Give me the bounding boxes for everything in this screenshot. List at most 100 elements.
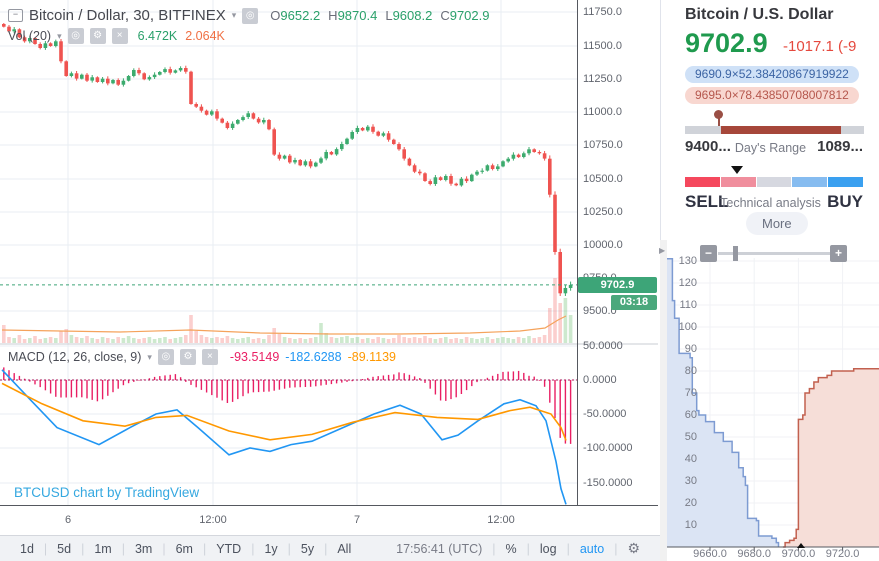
range-button-5d[interactable]: 5d — [57, 541, 72, 556]
toolbar-separator: | — [202, 541, 207, 556]
macd-legend: MACD (12, 26, close, 9) ▾ ◎ ⚙ × -93.5149… — [8, 349, 396, 365]
depth-asks-area — [782, 368, 879, 547]
close-icon[interactable]: × — [201, 349, 218, 365]
volume-legend-title[interactable]: Vol (20) — [8, 29, 52, 43]
volume-ma-line — [1, 315, 567, 335]
toolbar-separator: | — [251, 541, 255, 556]
range-label: Day's Range — [734, 141, 807, 155]
price-tick-label: 10750.0 — [583, 139, 623, 151]
zoom-slider-track[interactable] — [718, 252, 830, 255]
time-tick-label: 12:00 — [487, 514, 515, 526]
ta-bar-segment — [792, 177, 828, 187]
price-tick-label: 11000.0 — [583, 106, 622, 118]
depth-y-tick-label: 100 — [678, 321, 697, 333]
close-icon[interactable]: × — [111, 28, 128, 44]
range-button-3m[interactable]: 3m — [134, 541, 153, 556]
macd-signal-value: -89.1139 — [347, 350, 397, 364]
tradingview-watermark[interactable]: BTCUSD chart by TradingView — [14, 485, 200, 500]
zoom-slider-handle[interactable] — [733, 246, 738, 261]
range-button-1y[interactable]: 1y — [264, 541, 278, 556]
zoom-out-button[interactable]: − — [700, 245, 717, 262]
eye-icon[interactable]: ◎ — [242, 7, 259, 24]
gear-icon[interactable]: ⚙ — [89, 28, 106, 44]
chart-layout-icon[interactable]: − — [8, 9, 23, 22]
chevron-down-icon[interactable]: ▾ — [231, 10, 237, 20]
depth-y-tick-label: 110 — [679, 299, 697, 311]
time-tick-label: 6 — [64, 514, 72, 526]
gear-icon[interactable]: ⚙ — [179, 349, 196, 365]
settings-gear-icon[interactable]: ⚙ — [627, 540, 640, 556]
range-button-5y[interactable]: 5y — [300, 541, 315, 556]
range-bar-segment — [685, 126, 721, 134]
depth-bids-area — [667, 258, 779, 547]
technical-analysis-bar — [685, 177, 864, 187]
days-range-bar — [685, 126, 864, 134]
depth-y-tick-label: 50 — [684, 431, 697, 443]
more-button[interactable]: More — [746, 212, 808, 235]
range-low: 9400... — [685, 138, 731, 155]
toolbar-clock: 17:56:41 (UTC) — [396, 541, 483, 556]
toolbar-separator: | — [492, 541, 496, 556]
range-button-ytd[interactable]: YTD — [216, 541, 242, 556]
range-button-all[interactable]: All — [337, 541, 352, 556]
range-button-6m[interactable]: 6m — [175, 541, 193, 556]
toolbar-separator: | — [566, 541, 570, 556]
price-chart[interactable] — [0, 0, 658, 345]
price-grid — [0, 0, 577, 345]
ta-bar-segment — [720, 177, 756, 187]
auto-scale-button[interactable]: auto — [579, 541, 605, 556]
range-button-1d[interactable]: 1d — [20, 541, 34, 556]
range-bar-segment — [840, 126, 864, 134]
current-price-tag: 9702.9 — [578, 277, 657, 293]
collapse-arrow-icon[interactable]: ▶ — [659, 246, 666, 255]
depth-y-tick-label: 40 — [684, 453, 697, 465]
price-tick-label: 11500.0 — [583, 40, 622, 52]
time-axis[interactable] — [0, 505, 658, 536]
chevron-down-icon[interactable]: ▾ — [147, 351, 152, 362]
macd-chart[interactable] — [0, 345, 658, 505]
toolbar-separator: | — [614, 541, 618, 556]
bottom-toolbar: 1d | 5d | 1m | 3m | 6m | YTD | 1y | 5y | All 17:56:41 (UT… — [0, 535, 660, 561]
buy-label: BUY — [827, 192, 863, 211]
depth-x-tick-label: 9700.0 — [781, 548, 816, 560]
macd-line-value: -182.6288 — [285, 350, 342, 364]
macd-tick-label: -150.0000 — [583, 477, 633, 489]
price-tick-label: 11250.0 — [583, 73, 622, 85]
volume-series — [2, 278, 573, 343]
depth-asks-line — [782, 368, 879, 548]
toolbar-separator: | — [162, 541, 166, 556]
range-pin-stem — [718, 118, 720, 126]
volume-up-value: 6.472K — [137, 29, 178, 43]
candlestick-series — [2, 23, 573, 296]
eye-icon[interactable]: ◎ — [157, 349, 174, 365]
depth-chart[interactable] — [667, 238, 879, 561]
macd-tick-label: 0.0000 — [583, 374, 617, 386]
toolbar-separator: | — [121, 541, 125, 556]
price-tick-label: 11750.0 — [583, 6, 622, 18]
macd-legend-title[interactable]: MACD (12, 26, close, 9) — [8, 350, 142, 364]
ta-bar-segment — [828, 177, 863, 187]
panel-price: 9702.9 — [685, 28, 768, 58]
eye-icon[interactable]: ◎ — [67, 28, 84, 44]
panel-scrollbar[interactable] — [660, 240, 667, 561]
range-button-1m[interactable]: 1m — [94, 541, 112, 556]
chevron-down-icon[interactable]: ▾ — [57, 30, 62, 41]
depth-y-tick-label: 90 — [684, 343, 697, 355]
bid-pill: 9690.9×52.38420867919922 — [685, 66, 859, 83]
symbol-title[interactable]: Bitcoin / Dollar, 30, BITFINEX — [29, 7, 226, 24]
depth-y-tick-label: 60 — [684, 409, 697, 421]
zoom-in-button[interactable]: + — [830, 245, 847, 262]
depth-x-tick-label: 9660.0 — [693, 548, 727, 560]
ohlc-values: O9652.2 H9870.4 L9608.2 C9702.9 — [270, 8, 490, 23]
percent-scale-button[interactable]: % — [505, 541, 517, 556]
log-scale-button[interactable]: log — [539, 541, 557, 556]
price-tick-label: 9500.0 — [583, 305, 617, 317]
depth-y-tick-label: 130 — [678, 255, 697, 267]
depth-y-tick-label: 10 — [684, 519, 697, 531]
time-tick-label: 12:00 — [199, 514, 227, 526]
depth-bids-line — [667, 258, 780, 547]
depth-y-tick-label: 30 — [684, 475, 697, 487]
ask-pill: 9695.0×78.43850708007812 — [685, 87, 859, 104]
macd-tick-label: -50.0000 — [583, 408, 627, 420]
